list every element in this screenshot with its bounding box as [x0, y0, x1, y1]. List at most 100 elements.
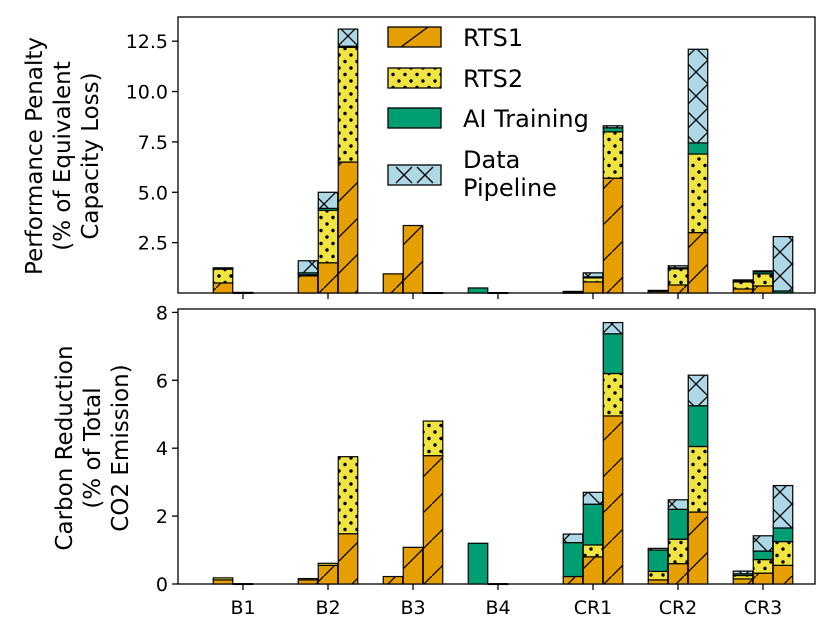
- bar-b2-3-dp-p1-hatch: [338, 29, 358, 47]
- xtick-label-b4: B4: [485, 597, 510, 619]
- bar-cr1-2-rts2-p2-hatch: [583, 544, 603, 557]
- bar-b1-1-rts2-p2-hatch: [213, 577, 233, 580]
- bar-cr2-2-rts2-p2-hatch: [668, 539, 688, 564]
- bar-cr3-2-rts2-p1-hatch: [753, 273, 773, 286]
- bar-b3-1-rts1-p2-hatch: [383, 576, 403, 584]
- bar-b3-1-rts1-p1-hatch: [383, 273, 403, 293]
- ytick-label-p1-4: 12.5: [126, 31, 168, 53]
- ytick-label-p1-0: 2.5: [138, 233, 168, 255]
- bar-cr3-2-rts1-p1-hatch: [753, 285, 773, 293]
- bar-cr1-3-dp-p1-hatch: [603, 125, 623, 128]
- bar-cr2-2-rts1-p2-hatch: [668, 563, 688, 584]
- bar-cr3-3-rts2-p2-hatch: [773, 541, 793, 566]
- top-panel-bars: [212, 28, 794, 294]
- legend-label-rts1: RTS1: [463, 24, 523, 52]
- bar-cr3-1-rts1-p1-hatch: [733, 288, 753, 293]
- bar-cr1-2-rts1-p1-hatch: [583, 281, 603, 293]
- bar-cr3-2-ai-p2: [752, 550, 774, 561]
- bar-cr1-1-dp-p2-hatch: [563, 534, 583, 543]
- bar-cr2-1-dp-p2-hatch: [648, 548, 668, 551]
- bar-cr2-2-rts1-p1-hatch: [668, 284, 688, 293]
- bar-b2-2-rts1-p2-hatch: [318, 565, 338, 584]
- xtick-label-cr1: CR1: [574, 597, 613, 619]
- bar-cr2-1-dp-p1: [647, 289, 669, 292]
- bar-cr2-2-dp-p2-hatch: [668, 499, 688, 510]
- bar-b2-2-dp-p1-hatch: [318, 192, 338, 209]
- axis-ticks: 2.5 5.0 7.5 10.0 12.5 0 2 4 6 8 B1 B2 B3 B4 CR1 CR2 CR3: [126, 31, 783, 619]
- bar-b1-1-rts1-p2-hatch: [213, 579, 233, 584]
- legend-label-ai: AI Training: [463, 105, 589, 133]
- legend-swatch-dp: [387, 164, 442, 186]
- legend-swatch-ai: [387, 107, 442, 129]
- bar-b2-3-rts2-p1-hatch: [338, 47, 358, 163]
- bar-cr3-2-rts1-p2-hatch: [753, 573, 773, 584]
- ytick-label-p1-1: 5.0: [138, 182, 168, 204]
- bar-b1-1-rts1-p1-hatch: [213, 282, 233, 293]
- bar-b2-3-rts1-p2-hatch: [338, 533, 358, 584]
- xtick-label-b3: B3: [400, 597, 425, 619]
- bar-cr2-1-ai-p2: [647, 549, 669, 573]
- bar-cr2-3-rts1-p2-hatch: [688, 512, 708, 584]
- bar-cr2-2-rts2-p1-hatch: [668, 268, 688, 285]
- bar-cr3-3-ai-p2: [772, 527, 794, 543]
- bar-cr1-3-rts2-p2-hatch: [603, 373, 623, 416]
- bar-b2-3-rts1-p1-hatch: [338, 162, 358, 293]
- bar-cr3-2-rts2-p2-hatch: [753, 559, 773, 574]
- ytick-label-p2-1: 2: [156, 506, 168, 528]
- bar-cr1-3-rts1-p1-hatch: [603, 178, 623, 293]
- bar-b2-2-rts2-p2-hatch: [318, 563, 338, 566]
- ytick-label-p1-3: 10.0: [126, 82, 168, 104]
- legend-label-dp: Data Pipeline: [463, 146, 557, 202]
- bar-cr1-2-rts1-p2-hatch: [583, 556, 603, 584]
- ytick-label-p1-2: 7.5: [138, 132, 168, 154]
- bar-b3-2-rts1-p1-hatch: [403, 225, 423, 293]
- bar-b4-1-ai-p1: [467, 287, 489, 294]
- ytick-label-p2-2: 4: [156, 438, 168, 460]
- bar-cr3-3-dp-p1-hatch: [773, 236, 793, 291]
- top-ylabel-line2: (% of Equivalent: [50, 61, 76, 251]
- bar-cr1-1-rts1-p2-hatch: [563, 576, 583, 584]
- bar-cr1-3-rts2-p1-hatch: [603, 131, 623, 179]
- bar-b2-3-rts2-p2-hatch: [338, 456, 358, 534]
- bar-b2-1-rts2-p2: [297, 577, 319, 581]
- bar-cr2-3-dp-p2-hatch: [688, 375, 708, 406]
- bottom-ylabel-line2: (% of Total: [80, 387, 106, 508]
- bottom-panel-frame: [177, 308, 816, 585]
- bar-b3-3-rts2-p2-hatch: [423, 421, 443, 456]
- legend: RTS1 RTS2 AI Training Data Pipeline: [387, 24, 589, 202]
- bar-cr2-1-rts1-p1-hatch: [648, 291, 668, 293]
- bottom-ylabel-line1: Carbon Reduction: [52, 345, 78, 550]
- bar-b3-3-rts1-p1: [422, 291, 444, 294]
- bar-b2-2-rts2-p1-hatch: [318, 210, 338, 263]
- bar-cr3-2-dp-p2-hatch: [753, 535, 773, 552]
- bottom-ylabel-line3: CO2 Emission): [108, 364, 134, 531]
- bar-cr1-2-dp-p2-hatch: [583, 492, 603, 505]
- bar-b1-1-dp-p1: [212, 267, 234, 270]
- bar-cr2-1-rts1-p2-hatch: [648, 579, 668, 584]
- bar-cr3-1-rts2-p2-hatch: [733, 575, 753, 579]
- bar-cr1-3-ai-p1: [602, 127, 624, 133]
- bar-cr1-3-dp-p2-hatch: [603, 322, 623, 334]
- bar-b2-1-rts1-p1-hatch: [298, 275, 318, 293]
- xtick-label-cr3: CR3: [744, 597, 783, 619]
- bar-cr1-2-ai-p2: [582, 503, 604, 546]
- bar-cr3-2-dp-p1: [752, 270, 774, 273]
- bottom-panel-bars: [212, 321, 794, 586]
- bar-cr2-3-rts1-p1-hatch: [688, 232, 708, 293]
- top-ylabel-line1: Performance Penalty: [22, 37, 48, 275]
- bar-cr3-1-dp-p1: [732, 279, 754, 282]
- bar-cr2-2-ai-p2: [667, 508, 689, 540]
- bar-cr3-3-rts1-p2-hatch: [773, 565, 793, 584]
- xtick-label-b2: B2: [315, 597, 340, 619]
- bar-cr1-1-dp-p1: [562, 290, 584, 293]
- bar-cr1-1-ai-p2: [562, 541, 584, 578]
- bar-cr3-1-rts2-p1-hatch: [733, 281, 753, 289]
- bar-b4-1-ai-p2: [467, 542, 489, 585]
- bar-b2-1-rts1-p2-hatch: [298, 579, 318, 584]
- top-ylabel-line3: Capacity Loss): [78, 72, 104, 239]
- bar-cr3-1-dp-p2-hatch: [733, 571, 753, 574]
- bar-cr3-3-dp-p2-hatch: [773, 485, 793, 528]
- bar-cr2-3-dp-p1-hatch: [688, 49, 708, 143]
- bar-cr2-3-ai-p2: [687, 405, 709, 448]
